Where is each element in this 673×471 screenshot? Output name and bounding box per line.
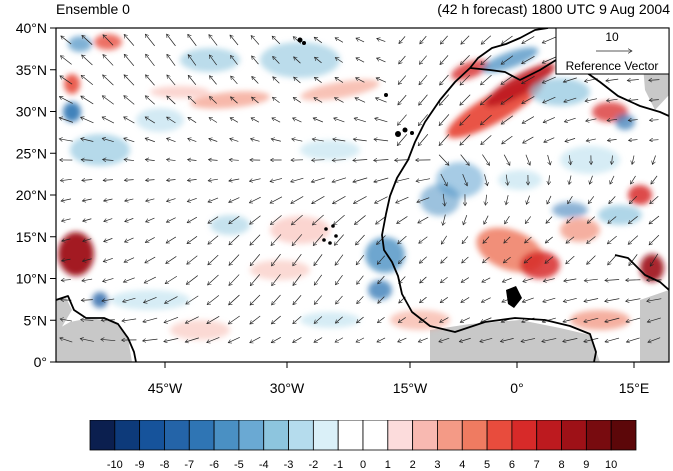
latitude-axis: 40°N 35°N 30°N 25°N 20°N 15°N 10°N 5°N 0° xyxy=(16,20,56,370)
colorbar-box xyxy=(312,420,339,451)
colorbar-label: 10 xyxy=(605,459,617,471)
colorbar-boxes xyxy=(89,420,637,451)
colorbar-box xyxy=(213,420,240,451)
lat-tick-label: 5°N xyxy=(24,312,48,328)
colorbar-box xyxy=(139,420,165,451)
lon-tick-label: 15°E xyxy=(619,380,650,396)
colorbar-box xyxy=(89,420,116,451)
colorbar-label: 6 xyxy=(509,459,515,471)
anomaly-field xyxy=(58,34,664,340)
colorbar-box xyxy=(263,420,289,451)
reference-vector-box: 10 Reference Vector xyxy=(555,27,670,75)
lon-tick-label: 45°W xyxy=(148,380,183,396)
colorbar-label: -5 xyxy=(234,459,244,471)
colorbar-label: -2 xyxy=(308,459,318,471)
colorbar: -10 -9 -8 -7 -6 -5 -4 -3 -2 -1 0 1 2 3 4 5 6 7 8 9 10 xyxy=(89,420,637,471)
colorbar-label: 4 xyxy=(459,459,465,471)
colorbar-box xyxy=(114,420,141,451)
lat-tick-label: 40°N xyxy=(16,20,47,36)
colorbar-label: -7 xyxy=(184,459,194,471)
colorbar-label: -3 xyxy=(284,459,294,471)
lon-tick-label: 0° xyxy=(510,380,523,396)
colorbar-box xyxy=(486,420,513,451)
lat-tick-label: 20°N xyxy=(16,187,47,203)
map-panel: 10 Reference Vector 40°N 35°N 30°N 25°N 20°N… xyxy=(16,20,670,396)
colorbar-box xyxy=(437,420,463,451)
land-gray-west xyxy=(56,298,72,332)
coast-africa-west xyxy=(381,67,597,362)
figure-title-right: (42 h forecast) 1800 UTC 9 Aug 2004 xyxy=(437,1,670,17)
lon-tick-label: 30°W xyxy=(270,380,305,396)
coast-iberia xyxy=(469,28,549,69)
colorbar-labels: -10 -9 -8 -7 -6 -5 -4 -3 -2 -1 0 1 2 3 4 5 6 7 8 9 10 xyxy=(107,459,617,471)
colorbar-label: 2 xyxy=(410,459,416,471)
figure-title-left: Ensemble 0 xyxy=(56,1,130,17)
colorbar-label: -10 xyxy=(107,459,123,471)
land-gray-south-america xyxy=(56,318,132,362)
islands xyxy=(297,37,522,308)
colorbar-box xyxy=(412,420,438,451)
colorbar-box xyxy=(610,420,637,451)
colorbar-box xyxy=(387,420,414,451)
colorbar-label: 1 xyxy=(385,459,391,471)
colorbar-label: 9 xyxy=(583,459,589,471)
colorbar-label: 7 xyxy=(534,459,540,471)
lat-tick-label: 15°N xyxy=(16,229,47,245)
colorbar-box xyxy=(536,420,562,451)
land-gray-east xyxy=(640,290,669,362)
lon-tick-label: 15°W xyxy=(393,380,428,396)
colorbar-box xyxy=(461,420,488,451)
wind-vectors xyxy=(59,34,662,343)
colorbar-label: 8 xyxy=(558,459,564,471)
colorbar-label: 3 xyxy=(434,459,440,471)
lat-tick-label: 0° xyxy=(34,354,47,370)
colorbar-label: -1 xyxy=(333,459,343,471)
colorbar-box xyxy=(585,420,612,451)
lat-tick-label: 30°N xyxy=(16,104,47,120)
coastlines xyxy=(56,28,669,362)
lat-tick-label: 35°N xyxy=(16,62,47,78)
lat-tick-label: 25°N xyxy=(16,145,47,161)
colorbar-box xyxy=(511,420,538,451)
lat-tick-label: 10°N xyxy=(16,271,47,287)
colorbar-label: -9 xyxy=(135,459,145,471)
colorbar-label: 5 xyxy=(484,459,490,471)
longitude-axis: 45°W 30°W 15°W 0° 15°E xyxy=(148,362,649,396)
colorbar-box xyxy=(288,420,314,451)
colorbar-label: -6 xyxy=(209,459,219,471)
reference-vector-value: 10 xyxy=(605,30,619,44)
colorbar-box xyxy=(238,420,265,451)
colorbar-label: -4 xyxy=(259,459,269,471)
colorbar-label: -8 xyxy=(160,459,170,471)
reference-vector-label: Reference Vector xyxy=(566,59,659,73)
land-gray-gulf xyxy=(430,320,600,362)
colorbar-box xyxy=(561,420,587,451)
colorbar-box xyxy=(188,420,215,451)
colorbar-box xyxy=(337,420,364,451)
colorbar-box xyxy=(164,420,190,451)
colorbar-label: 0 xyxy=(360,459,366,471)
colorbar-box xyxy=(362,420,389,451)
coast-east-sahara xyxy=(614,254,669,291)
coast-south-america xyxy=(56,295,137,362)
